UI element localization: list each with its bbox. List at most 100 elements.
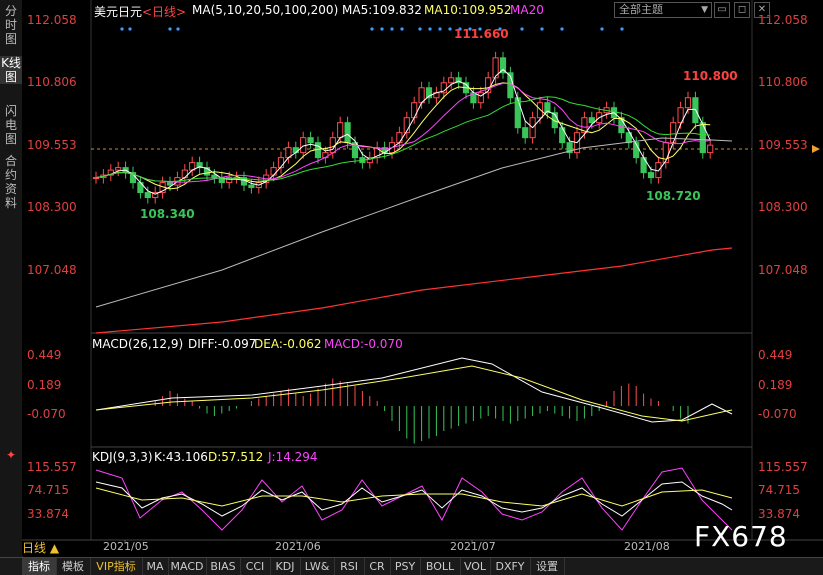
signal-dot xyxy=(438,27,442,31)
period-button[interactable]: 日线 ▲ xyxy=(22,541,60,555)
tab-flash[interactable]: 闪电图 xyxy=(4,104,17,146)
toolbar-item[interactable]: VIP指标 xyxy=(90,558,143,575)
tab-kline[interactable]: K线图 xyxy=(0,56,22,84)
ma20-value: MA20 xyxy=(510,3,544,17)
signal-dot xyxy=(168,27,172,31)
signal-dot xyxy=(128,27,132,31)
kdj-axis-label: 74.715 xyxy=(27,483,69,497)
toolbar-item[interactable]: 设置 xyxy=(530,558,565,575)
price-axis-label: 110.806 xyxy=(27,75,77,89)
diff-line xyxy=(95,357,733,423)
candle xyxy=(166,182,174,186)
signal-dot xyxy=(520,27,524,31)
macd-axis-label: -0.070 xyxy=(758,407,797,421)
candle xyxy=(403,117,410,134)
price-axis-label: 110.806 xyxy=(758,75,808,89)
candle xyxy=(455,77,462,84)
price-axis-label: 108.300 xyxy=(27,200,77,214)
toolbar-item[interactable]: MACD xyxy=(168,558,207,575)
candle xyxy=(477,92,484,104)
candle xyxy=(670,122,677,144)
close-icon[interactable]: ✕ xyxy=(754,2,770,18)
signal-dot xyxy=(540,27,544,31)
toolbar-item[interactable]: KDJ xyxy=(270,558,301,575)
toolbar-item[interactable]: BIAS xyxy=(206,558,241,575)
fx678-logo: FX678 xyxy=(694,520,788,553)
signal-dot xyxy=(478,27,482,31)
signal-dot xyxy=(380,27,384,31)
ma-line xyxy=(95,137,733,308)
signal-dot xyxy=(600,27,604,31)
tab-timeshare[interactable]: 分时图 xyxy=(4,4,17,46)
toolbar-item[interactable]: LW& xyxy=(300,558,335,575)
symbol-title: 美元日元 xyxy=(94,5,143,19)
candle xyxy=(270,167,277,176)
ma-line xyxy=(95,82,711,183)
toolbar-item[interactable]: DXFY xyxy=(490,558,531,575)
candle xyxy=(492,57,499,79)
dea-line xyxy=(95,365,733,422)
toolbar-item[interactable]: RSI xyxy=(334,558,365,575)
signal-dot xyxy=(498,27,502,31)
candle xyxy=(448,77,455,84)
macd-axis-label: 0.449 xyxy=(27,348,61,362)
toolbar-item[interactable]: MA xyxy=(142,558,169,575)
candle xyxy=(211,174,218,179)
price-annotation: 110.800 xyxy=(683,69,738,83)
price-marker-icon xyxy=(812,145,820,153)
d-line xyxy=(95,487,733,507)
signal-dot xyxy=(400,27,404,31)
k-line xyxy=(95,481,733,517)
macd-label: MACD(26,12,9) xyxy=(92,337,184,351)
ma10-value: MA10:109.952 xyxy=(424,3,512,17)
price-axis-label: 107.048 xyxy=(27,263,77,277)
kdj-j: J:14.294 xyxy=(268,450,318,464)
candle xyxy=(588,117,595,124)
candle xyxy=(544,102,551,114)
candle xyxy=(581,117,588,134)
kdj-axis-label: 115.557 xyxy=(758,460,808,474)
tab-contract-info[interactable]: 合约资料 xyxy=(4,154,17,210)
candle xyxy=(425,87,433,99)
macd-axis-label: 0.449 xyxy=(758,348,792,362)
toolbar-item[interactable]: 模板 xyxy=(56,558,91,575)
toolbar-item[interactable]: BOLL xyxy=(420,558,461,575)
theme-dropdown[interactable]: 全部主题 ▼ xyxy=(614,2,712,18)
candle xyxy=(115,167,122,171)
chart-area: 112.058 112.058 110.806 110.806 109.553 109.5… xyxy=(22,0,823,574)
price-annotation: 108.340 xyxy=(140,207,195,221)
restore-icon[interactable]: ◻ xyxy=(734,2,750,18)
signal-dot xyxy=(560,27,564,31)
ma-line xyxy=(95,96,711,182)
candle xyxy=(618,117,625,134)
toolbar-item[interactable]: VOL xyxy=(460,558,491,575)
candle xyxy=(307,137,314,144)
price-axis-label: 112.058 xyxy=(27,13,77,27)
gear-icon[interactable]: ✦ xyxy=(5,448,17,462)
candle xyxy=(522,127,529,139)
price-axis-label: 109.553 xyxy=(758,138,808,152)
macd-axis-label: -0.070 xyxy=(27,407,66,421)
minimize-icon[interactable]: ▭ xyxy=(714,2,730,18)
ma-line xyxy=(95,247,733,334)
toolbar-item[interactable]: 指标 xyxy=(22,558,57,575)
candle xyxy=(277,157,285,169)
candle xyxy=(344,122,351,144)
macd-dea: DEA:-0.062 xyxy=(254,337,322,351)
candle xyxy=(633,142,640,159)
toolbar-item[interactable]: PSY xyxy=(390,558,421,575)
signal-dot xyxy=(120,27,124,31)
kdj-axis-label: 33.874 xyxy=(758,507,800,521)
toolbar-item[interactable]: CR xyxy=(364,558,391,575)
candle xyxy=(684,97,692,109)
candle xyxy=(396,132,403,144)
kline-chart[interactable]: 112.058 112.058 110.806 110.806 109.553 109.5… xyxy=(22,0,823,556)
toolbar-item[interactable]: CCI xyxy=(240,558,271,575)
kdj-axis-label: 74.715 xyxy=(758,483,800,497)
date-label: 2021/05 xyxy=(103,540,149,553)
candle xyxy=(152,192,159,199)
candle xyxy=(292,147,299,154)
macd-diff: DIFF:-0.097 xyxy=(188,337,257,351)
candle xyxy=(181,169,188,179)
candle xyxy=(226,177,233,184)
